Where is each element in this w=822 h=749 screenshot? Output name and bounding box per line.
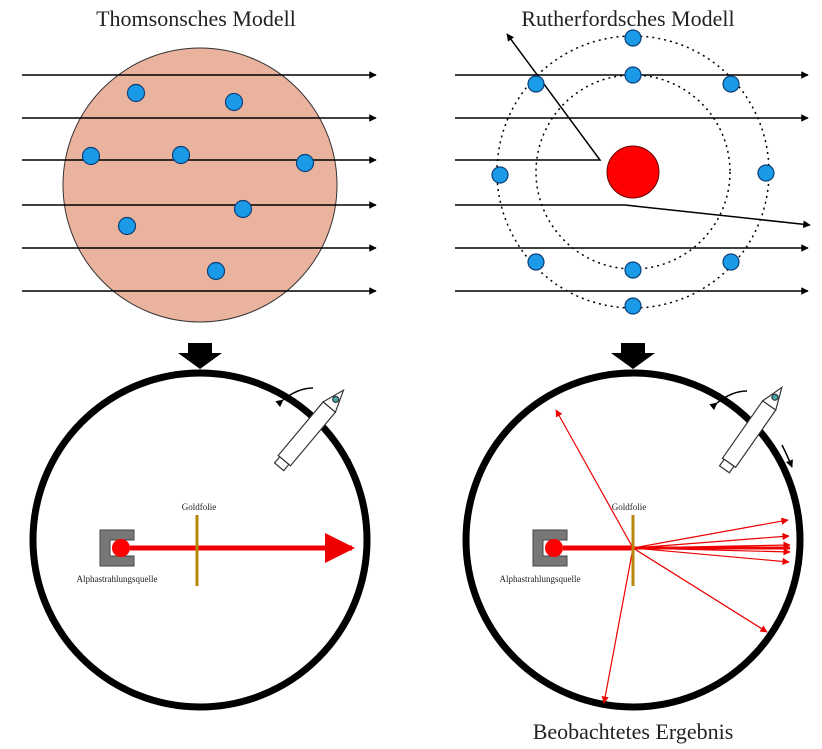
foil-label: Goldfolie bbox=[612, 502, 647, 512]
thomson-model bbox=[22, 47, 377, 323]
rutherford-model bbox=[455, 29, 811, 315]
down-arrow bbox=[178, 343, 222, 369]
title: Rutherfordsches Modell bbox=[521, 6, 734, 31]
caption: Beobachtetes Ergebnis bbox=[533, 719, 734, 744]
down-arrow bbox=[611, 343, 655, 369]
foil-label: Goldfolie bbox=[182, 502, 217, 512]
source-label: Alphastrahlungsquelle bbox=[500, 574, 581, 584]
experiment-left: Goldfolie Alphastrahlungsquelle bbox=[29, 369, 371, 711]
experiment-right: Goldfolie Alphastrahlungsquelle bbox=[462, 369, 804, 711]
title: Thomsonsches Modell bbox=[96, 6, 296, 31]
source-label: Alphastrahlungsquelle bbox=[77, 574, 158, 584]
